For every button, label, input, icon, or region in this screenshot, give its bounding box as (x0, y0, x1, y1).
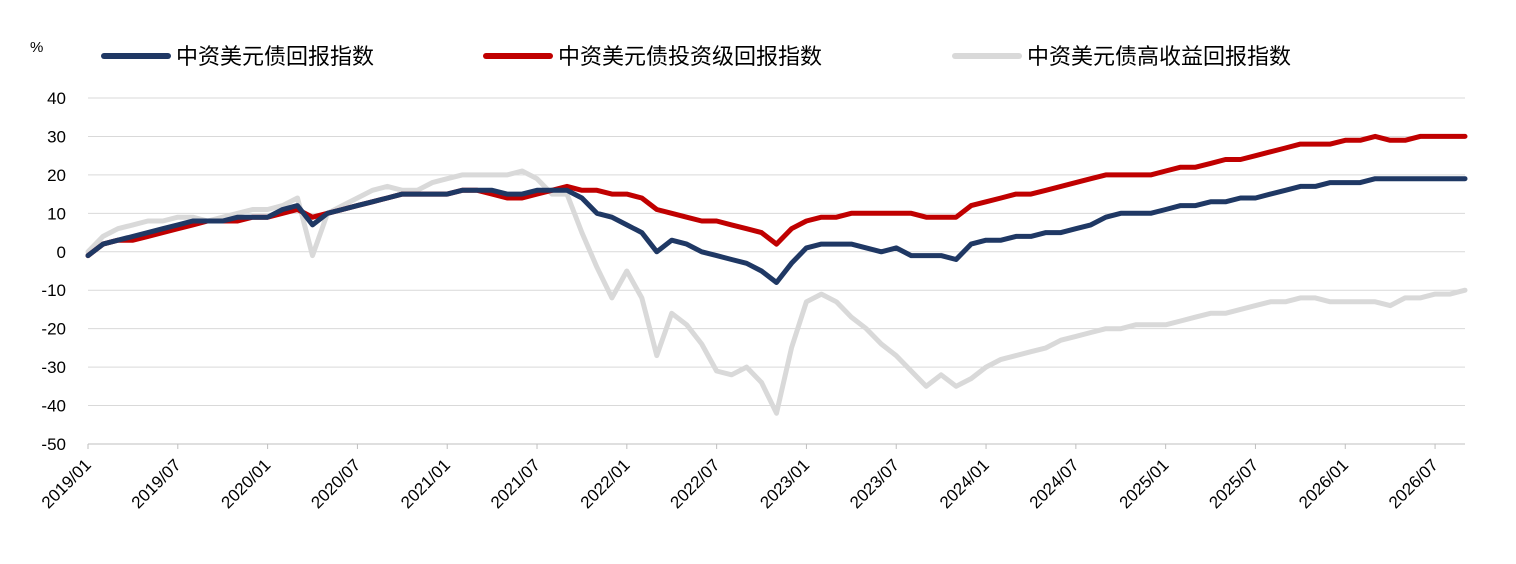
y-tick-label: -30 (41, 358, 66, 377)
x-tick-label: 2019/07 (128, 455, 185, 512)
legend-label: 中资美元债高收益回报指数 (1027, 45, 1291, 70)
x-axis: 2019/01 2019/07 2020/01 2020/07 2021/01 2021/… (38, 443, 1465, 512)
x-tick-label: 2023/07 (846, 455, 903, 512)
x-tick-label: 2025/07 (1205, 455, 1262, 512)
y-tick-label: -50 (41, 435, 66, 454)
y-tick-label: 20 (47, 166, 66, 185)
x-tick-label: 2022/01 (577, 455, 634, 512)
x-tick-label: 2020/07 (307, 455, 364, 512)
y-unit-label: % (30, 39, 43, 56)
legend: 中资美元债回报指数 中资美元债投资级回报指数 中资美元债高收益回报指数 (101, 45, 1291, 70)
gridlines (88, 97, 1465, 445)
series-line-3 (85, 168, 1468, 416)
y-axis: 40 30 20 10 0 -10 -20 -30 -40 -50 (41, 89, 66, 454)
legend-label: 中资美元债回报指数 (176, 45, 374, 70)
x-tick-label: 2024/01 (936, 455, 993, 512)
y-tick-label: 0 (57, 243, 66, 262)
x-tick-label: 2022/07 (667, 455, 724, 512)
y-tick-label: 10 (47, 204, 66, 223)
x-tick-label: 2019/01 (38, 455, 95, 512)
x-tick-label: 2026/01 (1295, 455, 1352, 512)
legend-label: 中资美元债投资级回报指数 (558, 45, 822, 70)
x-tick-label: 2020/01 (218, 455, 275, 512)
x-tick-label: 2023/01 (756, 455, 813, 512)
x-tick-label: 2026/07 (1385, 455, 1442, 512)
x-tick-label: 2024/07 (1026, 455, 1083, 512)
y-tick-label: -40 (41, 397, 66, 416)
series-lines (85, 133, 1468, 416)
x-tick-label: 2021/07 (487, 455, 544, 512)
series-line-1 (85, 176, 1468, 285)
series-line-2 (85, 133, 1468, 259)
y-tick-label: -20 (41, 320, 66, 339)
y-tick-label: 30 (47, 127, 66, 146)
y-tick-label: -10 (41, 281, 66, 300)
x-tick-label: 2025/01 (1116, 455, 1173, 512)
x-tick-label: 2021/01 (397, 455, 454, 512)
y-tick-label: 40 (47, 89, 66, 108)
